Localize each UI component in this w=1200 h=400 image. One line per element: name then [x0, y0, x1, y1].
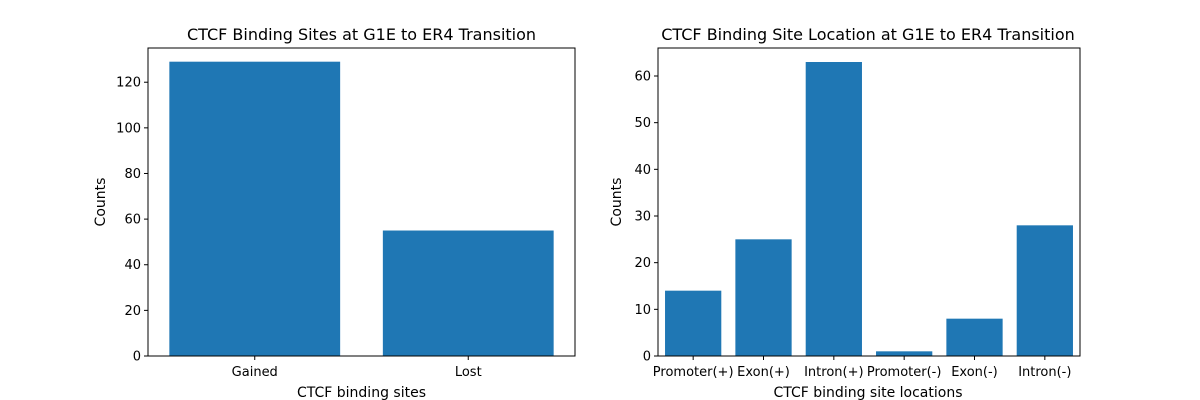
bar-exon	[735, 239, 792, 356]
y-tick-label: 0	[643, 350, 651, 365]
x-axis-label: CTCF binding site locations	[774, 385, 963, 400]
x-tick-label: Promoter(+)	[653, 365, 734, 380]
y-tick-label: 0	[133, 350, 141, 365]
x-axis-ticks: Promoter(+) Exon(+) Intron(+) Promoter(-) Ex…	[653, 356, 1071, 380]
y-axis-label: Counts	[93, 178, 109, 227]
x-tick-label: Intron(+)	[804, 365, 863, 380]
y-tick-label: 120	[116, 76, 141, 91]
y-tick-label: 20	[634, 256, 651, 271]
y-tick-label: 60	[124, 213, 141, 228]
bars-group	[665, 62, 1073, 356]
bar-intron	[1016, 225, 1073, 356]
bar-promoter	[665, 290, 722, 356]
bar-intron	[805, 62, 862, 356]
x-tick-label: Exon(+)	[737, 365, 790, 380]
y-axis-ticks: 0 10 20 30 40 50 60	[634, 70, 658, 365]
y-tick-label: 50	[634, 116, 651, 131]
y-tick-label: 30	[634, 210, 651, 225]
y-tick-label: 60	[634, 70, 651, 85]
location-chart: CTCF Binding Site Location at G1E to ER4…	[609, 25, 1081, 400]
x-axis-ticks: Gained Lost	[232, 356, 482, 380]
x-tick-label: Exon(-)	[951, 365, 998, 380]
y-tick-label: 10	[634, 303, 651, 318]
y-tick-label: 40	[634, 163, 651, 178]
bar-lost	[382, 230, 554, 356]
y-tick-label: 100	[116, 121, 141, 136]
gained-lost-chart: CTCF Binding Sites at G1E to ER4 Transit…	[93, 25, 576, 400]
chart-title: CTCF Binding Sites at G1E to ER4 Transit…	[187, 25, 536, 44]
chart-title: CTCF Binding Site Location at G1E to ER4…	[661, 25, 1075, 44]
x-axis-label: CTCF binding sites	[297, 385, 426, 400]
plot-frame	[147, 47, 576, 357]
bar-exon	[946, 318, 1003, 356]
x-tick-label: Intron(-)	[1018, 365, 1071, 380]
y-tick-label: 40	[124, 258, 141, 273]
y-axis-ticks: 0 20 40 60 80 100 120	[116, 76, 148, 365]
x-tick-label: Lost	[455, 365, 482, 380]
y-tick-label: 80	[124, 167, 141, 182]
y-axis-label: Counts	[609, 178, 625, 227]
bar-promoter	[876, 351, 933, 356]
y-tick-label: 20	[124, 304, 141, 319]
plot-frame	[657, 47, 1081, 357]
x-tick-label: Promoter(-)	[867, 365, 942, 380]
x-tick-label: Gained	[232, 365, 278, 380]
bars-group	[169, 61, 554, 356]
bar-gained	[169, 61, 341, 356]
